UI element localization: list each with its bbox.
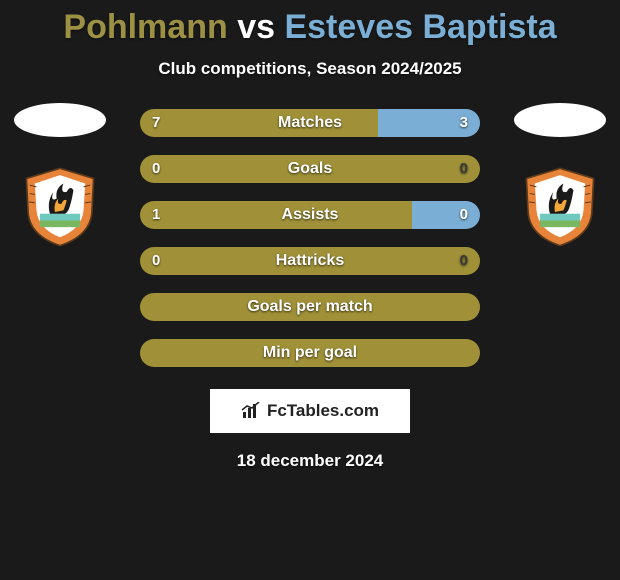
- brand-badge: FcTables.com: [210, 389, 410, 433]
- stat-bar-right: [412, 201, 480, 229]
- stat-row: Hattricks00: [140, 247, 480, 275]
- stat-row: Matches73: [140, 109, 480, 137]
- stat-bar-left: [140, 247, 480, 275]
- stat-bar-left: [140, 293, 480, 321]
- comparison-content: Matches73 Goals00 Assists10 Hattricks00 Goal…: [0, 109, 620, 471]
- stats-bars: Matches73 Goals00 Assists10 Hattricks00 Goal…: [140, 109, 480, 367]
- stat-row: Goals00: [140, 155, 480, 183]
- left-club-crest: [18, 165, 102, 249]
- stat-bar-left: [140, 155, 480, 183]
- footer-date: 18 december 2024: [0, 451, 620, 471]
- right-player-ellipse: [514, 103, 606, 137]
- stat-bar-right: [378, 109, 480, 137]
- stat-row: Assists10: [140, 201, 480, 229]
- brand-text: FcTables.com: [267, 401, 379, 421]
- stat-bar-left: [140, 109, 378, 137]
- right-club-crest: [518, 165, 602, 249]
- stat-row: Min per goal: [140, 339, 480, 367]
- stat-bar-left: [140, 339, 480, 367]
- stat-bar-left: [140, 201, 412, 229]
- page-title: Pohlmann vs Esteves Baptista: [0, 0, 620, 47]
- stat-row: Goals per match: [140, 293, 480, 321]
- title-vs: vs: [237, 8, 275, 46]
- subtitle: Club competitions, Season 2024/2025: [0, 59, 620, 79]
- title-player1: Pohlmann: [63, 8, 227, 46]
- title-player2: Esteves Baptista: [284, 8, 556, 46]
- chart-icon: [241, 402, 263, 420]
- left-player-ellipse: [14, 103, 106, 137]
